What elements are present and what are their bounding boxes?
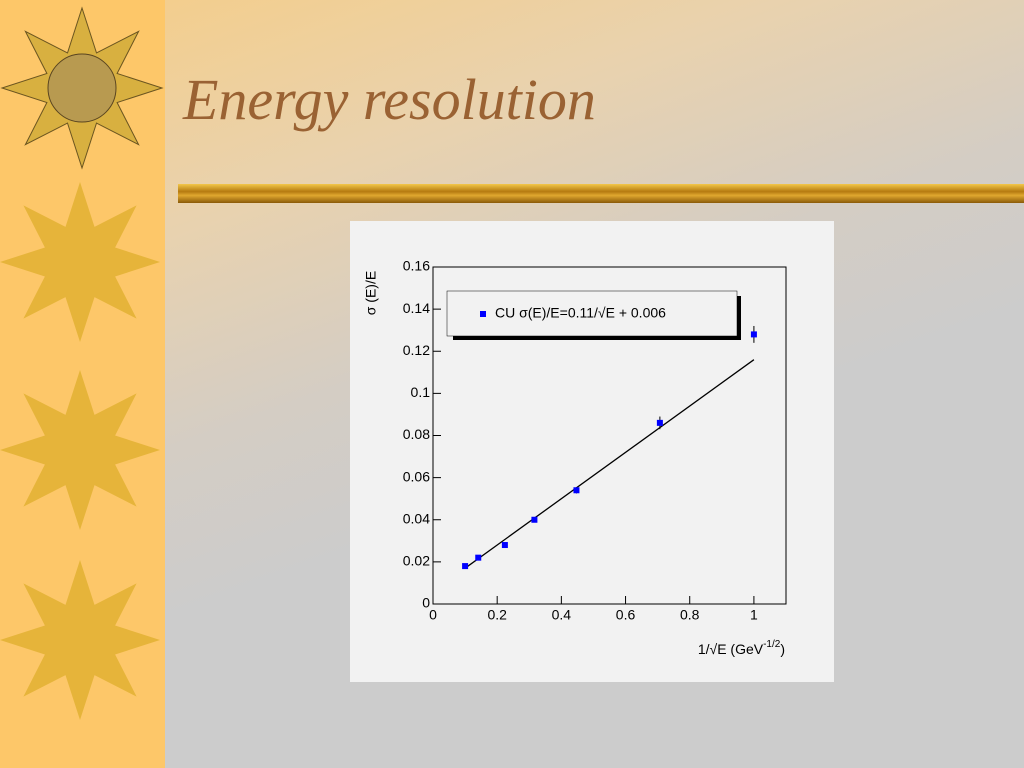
point bbox=[462, 563, 469, 570]
x-axis-label: 1/√E (GeV-1/2) bbox=[698, 639, 785, 657]
legend-marker bbox=[480, 311, 486, 317]
sun bbox=[0, 182, 160, 342]
y-tick-label: 0.12 bbox=[403, 342, 430, 358]
sun-face bbox=[47, 53, 117, 123]
point bbox=[750, 331, 757, 338]
y-tick-label: 0.16 bbox=[403, 258, 430, 274]
x-tick-label: 1 bbox=[750, 607, 758, 623]
sun bbox=[0, 370, 160, 530]
legend bbox=[446, 290, 738, 337]
x-axis-label-part: ) bbox=[780, 641, 785, 657]
point bbox=[501, 542, 508, 549]
y-tick-label: 0.14 bbox=[403, 300, 430, 316]
x-axis-label-sup: -1/2 bbox=[763, 639, 781, 650]
sun bbox=[0, 560, 160, 720]
x-tick-label: 0.8 bbox=[680, 607, 700, 623]
slide-title: Energy resolution bbox=[183, 67, 596, 132]
y-tick-label: 0.08 bbox=[403, 426, 430, 442]
y-axis-label: σ (E)/E bbox=[363, 271, 379, 315]
chart-panel bbox=[350, 221, 834, 682]
point bbox=[656, 419, 663, 426]
legend-label: CU σ(E)/E=0.11/√E + 0.006 bbox=[495, 305, 666, 321]
y-tick-label: 0.06 bbox=[403, 468, 430, 484]
y-tick-label: 0.1 bbox=[411, 384, 431, 400]
divider-bar bbox=[178, 184, 1024, 203]
y-tick-label: 0.02 bbox=[403, 553, 430, 569]
x-tick-label: 0 bbox=[429, 607, 437, 623]
point bbox=[475, 554, 482, 561]
point bbox=[573, 487, 580, 494]
x-axis-label-part: 1/√E (GeV bbox=[698, 641, 764, 657]
fit-line bbox=[464, 359, 755, 569]
decoration bbox=[0, 6, 164, 720]
point bbox=[531, 516, 538, 523]
x-tick-label: 0.4 bbox=[552, 607, 572, 623]
x-tick-label: 0.6 bbox=[616, 607, 636, 623]
x-tick-label: 0.2 bbox=[487, 607, 507, 623]
y-tick-label: 0 bbox=[422, 595, 430, 611]
y-tick-label: 0.04 bbox=[403, 510, 430, 526]
